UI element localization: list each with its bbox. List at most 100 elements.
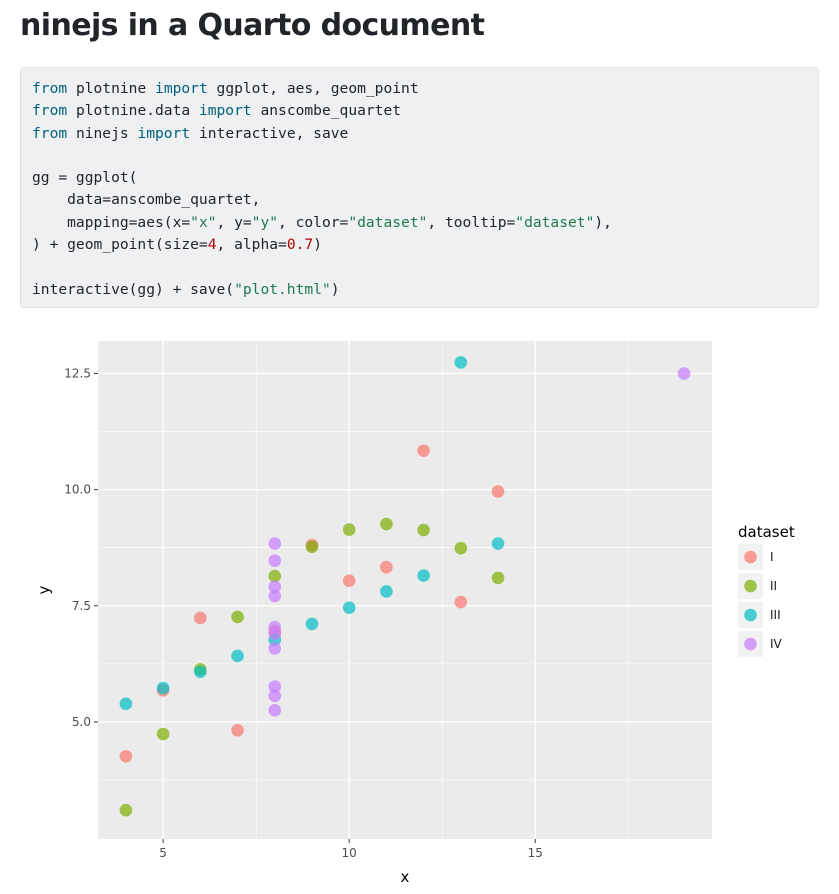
data-point [305,617,319,631]
data-point [454,541,468,555]
code-token: "dataset" [515,213,595,231]
data-point [268,704,282,717]
code-line: data=anscombe_quartet, [32,191,260,208]
series-II [119,517,505,817]
data-point [380,517,393,531]
code-token: plotnine [67,80,156,97]
code-line: from plotnine.data import anscombe_quart… [32,102,401,119]
code-token: , alpha= [216,236,287,254]
data-point [417,523,430,537]
code-token: "dataset" [348,213,428,231]
legend-label: I [770,550,774,564]
plot-panel [98,341,712,839]
data-points [119,356,691,817]
legend-label: IV [770,637,783,651]
data-point [268,537,282,550]
code-token: from [32,80,68,97]
code-token: gg = ggplot( [32,169,138,187]
code-token: from [32,102,68,120]
code-token: 4 [207,236,217,254]
code-line: interactive(gg) + save("plot.html") [32,281,340,298]
code-token: import [155,80,208,97]
x-tick-label: 15 [528,846,543,860]
data-point [194,611,207,625]
legend-swatch [744,637,757,651]
code-token: ) [330,280,340,298]
x-tick-label: 5 [159,846,167,860]
data-point [454,356,468,369]
code-token: import [198,102,252,120]
code-line: from plotnine import ggplot, aes, geom_p… [32,80,419,97]
data-point [268,689,282,703]
code-token: ninejs [67,124,138,142]
y-tick-label: 5.0 [72,715,91,729]
x-axis: 5 10 15 [159,839,543,860]
data-point [268,642,282,655]
code-token: mapping=aes(x= [32,213,191,231]
data-point [231,723,244,737]
legend-label: II [770,579,777,593]
code-token: anscombe_quartet [251,102,402,120]
data-point [119,803,133,817]
legend-title: dataset [738,523,795,541]
code-listing: from plotnine import ggplot, aes, geom_p… [32,78,807,301]
code-token: , tooltip= [427,213,516,231]
data-point [156,727,170,741]
code-block: from plotnine import ggplot, aes, geom_p… [20,67,819,308]
code-token: interactive(gg) + save( [32,280,235,298]
code-token: from [32,124,68,142]
data-point [231,610,244,624]
legend-swatch [744,579,757,593]
data-point [380,585,393,598]
data-point [268,554,282,568]
legend-item-III: III [738,602,781,628]
y-tick-label: 10.0 [64,483,91,497]
code-token: "x" [190,213,217,231]
data-point [380,560,393,574]
data-point [491,485,505,498]
data-point [342,523,356,536]
data-point [156,681,170,695]
x-axis-title: x [401,868,410,886]
code-token: ), [594,213,612,231]
data-point [342,601,356,614]
legend-item-II: II [738,573,777,599]
code-line: gg = ggplot( [32,169,137,186]
legend-swatch [744,550,757,564]
data-point [417,569,430,582]
code-token: interactive, save [190,124,349,142]
data-point [305,540,319,554]
y-tick-label: 7.5 [72,599,91,613]
data-point [677,367,691,380]
y-axis-title: y [35,585,53,594]
data-point [231,649,244,663]
data-point [268,569,282,583]
series-III [119,356,505,711]
scatter-plot: 5 10 15 5.07.510.012.5 x y dataset IIIIIII… [35,341,795,886]
series-IV [268,367,691,717]
data-point [268,580,282,594]
legend-item-I: I [738,544,774,570]
data-point [119,750,133,763]
data-point [454,595,468,609]
legend-item-IV: IV [738,631,783,657]
legend-label: III [770,608,781,622]
code-token: ) + geom_point(size= [32,236,208,254]
x-tick-label: 10 [342,846,357,860]
major-gridlines [98,341,712,839]
data-point [119,697,133,711]
code-token: data=anscombe_quartet, [32,191,261,209]
legend-swatch [744,608,757,622]
code-token: "plot.html" [234,280,331,298]
y-axis: 5.0 7.5 10.0 12.5 [64,367,98,729]
code-line: ) + geom_point(size=4, alpha=0.7) [32,236,322,253]
code-line: mapping=aes(x="x", y="y", color="dataset… [32,214,612,231]
data-point [491,537,505,550]
code-line: from ninejs import interactive, save [32,125,348,142]
data-point [194,665,207,679]
code-token: plotnine.data [67,102,199,120]
code-token: ggplot, aes, geom_point [207,80,419,97]
page-title: ninejs in a Quarto document [20,8,485,43]
data-point [342,574,356,588]
